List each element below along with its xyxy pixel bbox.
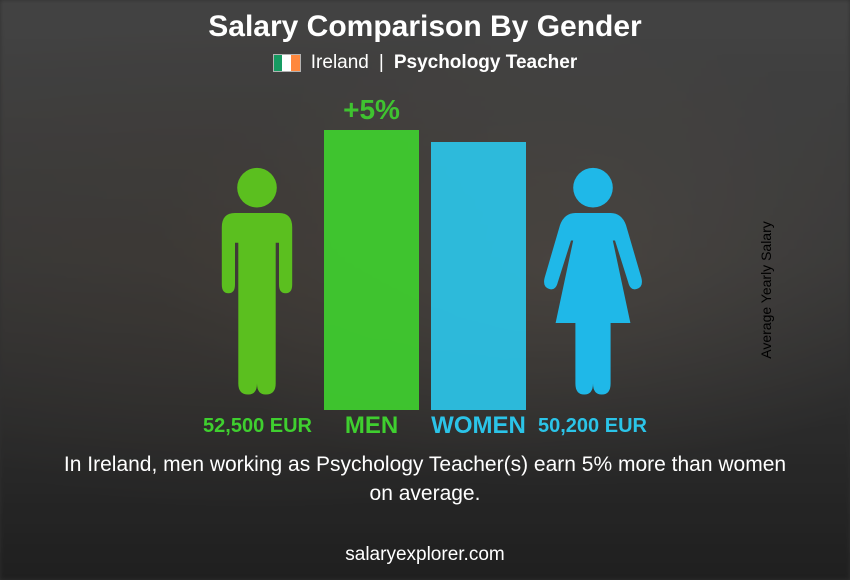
country-label: Ireland <box>311 52 369 74</box>
pct-difference: +5% <box>343 94 400 126</box>
woman-icon <box>538 154 648 404</box>
summary-text: In Ireland, men working as Psychology Te… <box>60 450 790 509</box>
bar-chart: +5% <box>0 90 850 410</box>
subtitle-row: Ireland | Psychology Teacher <box>0 52 850 74</box>
men-bar: +5% <box>324 130 419 410</box>
ireland-flag-icon <box>273 54 301 72</box>
separator: | <box>379 52 384 74</box>
men-salary: 52,500 EUR <box>167 415 312 438</box>
flag-stripe-orange <box>291 55 300 71</box>
y-axis-label: Average Yearly Salary <box>757 221 773 359</box>
role-label: Psychology Teacher <box>394 52 577 74</box>
footer-link[interactable]: salaryexplorer.com <box>0 544 850 566</box>
labels-row: 52,500 EUR MEN WOMEN 50,200 EUR <box>0 412 850 440</box>
infographic-content: Salary Comparison By Gender Ireland | Ps… <box>0 0 850 580</box>
men-label: MEN <box>324 412 419 440</box>
women-salary: 50,200 EUR <box>538 415 683 438</box>
women-label: WOMEN <box>431 412 526 440</box>
man-icon <box>202 154 312 404</box>
page-title: Salary Comparison By Gender <box>0 10 850 44</box>
flag-stripe-green <box>274 55 283 71</box>
women-bar <box>431 142 526 410</box>
flag-stripe-white <box>282 55 291 71</box>
